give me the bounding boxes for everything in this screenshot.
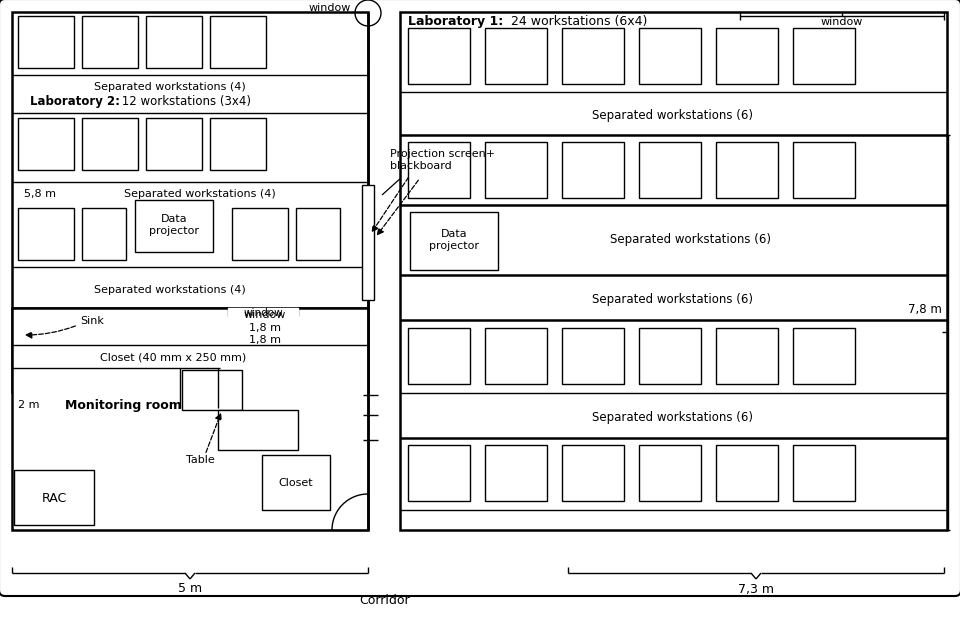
Bar <box>793 142 855 198</box>
Bar <box>410 212 498 270</box>
Text: Closet (40 mm x 250 mm): Closet (40 mm x 250 mm) <box>100 352 247 362</box>
Bar <box>562 142 624 198</box>
Text: Closet: Closet <box>278 478 313 488</box>
Bar <box>362 185 374 300</box>
FancyBboxPatch shape <box>0 0 960 596</box>
Bar <box>562 328 624 384</box>
Bar <box>18 118 74 170</box>
Bar <box>716 28 778 84</box>
Text: Sink: Sink <box>80 316 104 326</box>
Text: Separated workstations (6): Separated workstations (6) <box>610 233 771 247</box>
Bar <box>228 308 298 316</box>
Text: Separated workstations (4): Separated workstations (4) <box>94 82 246 92</box>
Text: Separated workstations (6): Separated workstations (6) <box>592 294 754 307</box>
Text: Separated workstations (4): Separated workstations (4) <box>94 285 246 295</box>
Bar <box>639 142 701 198</box>
Bar <box>262 455 330 510</box>
Bar <box>793 28 855 84</box>
Text: 5,8 m: 5,8 m <box>24 189 56 199</box>
Text: window: window <box>244 310 286 320</box>
Bar <box>232 208 288 260</box>
Text: Separated workstations (4): Separated workstations (4) <box>124 189 276 199</box>
Bar <box>485 328 547 384</box>
Text: Laboratory 2:: Laboratory 2: <box>30 96 120 109</box>
Text: Projection screen+
blackboard: Projection screen+ blackboard <box>390 149 495 171</box>
Bar <box>408 142 470 198</box>
Text: Data
projector: Data projector <box>149 214 199 236</box>
Text: 7,8 m: 7,8 m <box>908 304 942 317</box>
Text: 1,8 m: 1,8 m <box>249 323 281 333</box>
Bar <box>12 308 368 530</box>
Text: 7,3 m: 7,3 m <box>738 582 774 595</box>
Text: 5 m: 5 m <box>178 582 202 595</box>
Bar <box>793 328 855 384</box>
Bar <box>14 470 94 525</box>
Bar <box>18 208 74 260</box>
Bar <box>485 28 547 84</box>
Text: Corridor: Corridor <box>360 594 410 607</box>
Text: Monitoring room: Monitoring room <box>65 399 181 412</box>
Bar <box>562 28 624 84</box>
Bar <box>210 118 266 170</box>
Bar <box>562 445 624 501</box>
Bar <box>210 16 266 68</box>
Text: RAC: RAC <box>41 492 66 505</box>
Bar <box>12 12 368 392</box>
Text: Separated workstations (6): Separated workstations (6) <box>592 412 754 424</box>
Bar <box>639 328 701 384</box>
Text: Data
projector: Data projector <box>429 229 479 251</box>
Text: 24 workstations (6x4): 24 workstations (6x4) <box>507 15 647 28</box>
Bar <box>218 410 298 450</box>
Text: Laboratory 1:: Laboratory 1: <box>408 15 503 28</box>
Text: Separated workstations (6): Separated workstations (6) <box>592 109 754 122</box>
Bar <box>18 16 74 68</box>
Bar <box>408 328 470 384</box>
Text: 2 m: 2 m <box>18 400 39 410</box>
Bar <box>400 12 947 530</box>
Bar <box>135 200 213 252</box>
Bar <box>485 142 547 198</box>
Text: Table: Table <box>185 455 214 465</box>
Text: 12 workstations (3x4): 12 workstations (3x4) <box>118 96 251 109</box>
Text: 1,8 m: 1,8 m <box>249 335 281 345</box>
Bar <box>296 208 340 260</box>
Bar <box>408 28 470 84</box>
Bar <box>639 445 701 501</box>
Text: window: window <box>821 17 863 27</box>
Text: window: window <box>309 3 351 13</box>
Bar <box>82 16 138 68</box>
Bar <box>182 370 242 410</box>
Bar <box>146 118 202 170</box>
Bar <box>146 16 202 68</box>
Bar <box>82 208 126 260</box>
Bar <box>408 445 470 501</box>
Text: window: window <box>243 308 283 318</box>
Bar <box>639 28 701 84</box>
Bar <box>716 328 778 384</box>
Bar <box>793 445 855 501</box>
Bar <box>716 142 778 198</box>
Bar <box>716 445 778 501</box>
Bar <box>82 118 138 170</box>
Bar <box>485 445 547 501</box>
